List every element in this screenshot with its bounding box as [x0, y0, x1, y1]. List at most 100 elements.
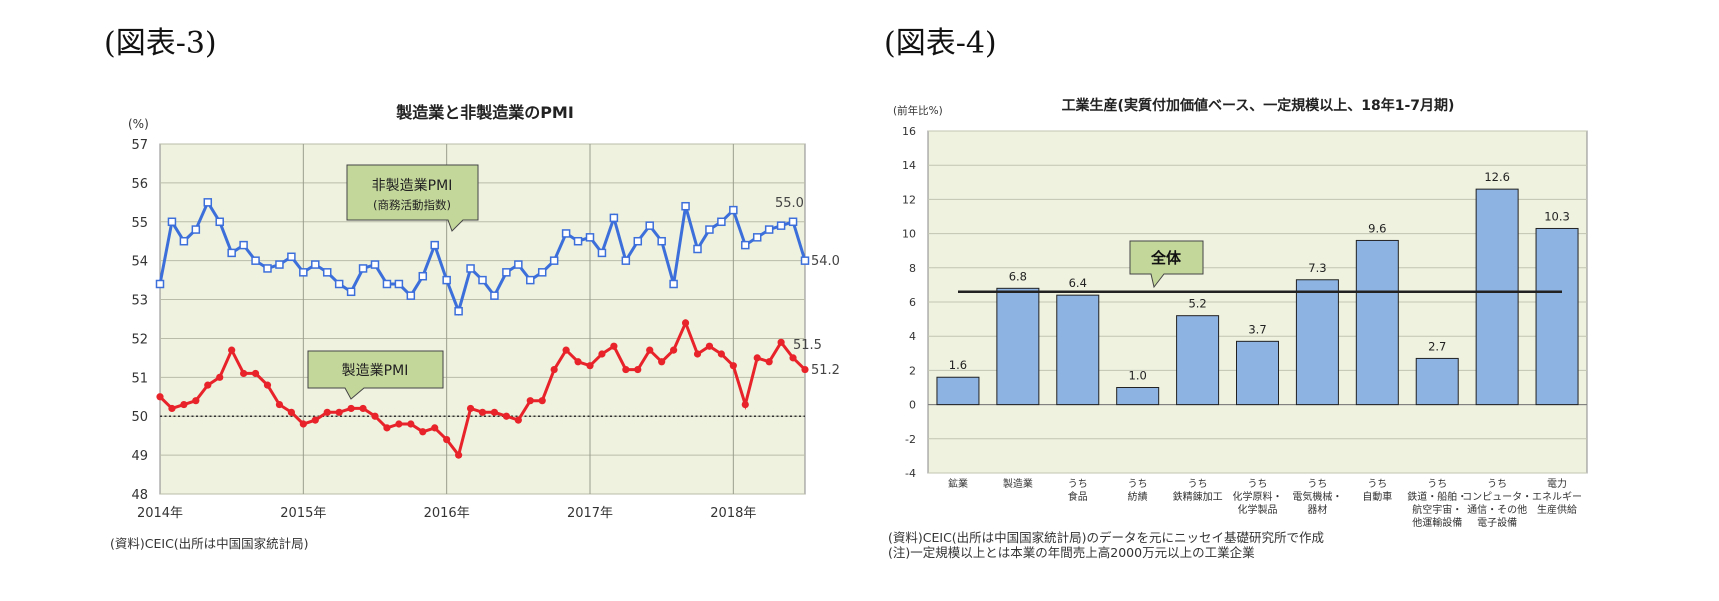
bar-value-label: 1.0: [1129, 369, 1147, 383]
data-point: [407, 420, 415, 428]
data-point: [203, 198, 213, 207]
data-point: [287, 408, 295, 416]
data-point: [550, 365, 558, 374]
data-point: [634, 365, 642, 374]
bar-value-label: 10.3: [1544, 209, 1570, 223]
data-point: [717, 350, 725, 358]
y-tick-label: 51: [131, 371, 148, 386]
data-point: [526, 397, 534, 405]
category-label: エネルギー: [1532, 491, 1582, 503]
data-point: [681, 319, 690, 327]
data-point: [586, 362, 594, 370]
y-tick-label: 55: [131, 216, 148, 231]
data-point: [776, 221, 786, 230]
data-point: [478, 408, 487, 416]
data-point: [418, 271, 428, 281]
category-label: うち: [1367, 478, 1387, 490]
category-label: 化学製品: [1238, 503, 1278, 516]
data-point: [478, 275, 487, 285]
figure-4-source-note: (資料)CEIC(出所は中国国家統計局)のデータを元にニッセイ基礎研究所で作成: [888, 530, 1325, 545]
plot-area: [159, 143, 806, 495]
chart-title: 工業生産(実質付加価値ベース、一定規模以上、18年1-7月期): [1062, 97, 1455, 114]
data-point: [180, 400, 188, 409]
data-point: [346, 287, 356, 297]
data-point: [227, 248, 236, 258]
data-point: [752, 233, 762, 242]
data-point: [562, 346, 570, 354]
y-tick-label: 12: [902, 193, 916, 206]
data-point: [204, 381, 212, 389]
data-point: [263, 381, 272, 389]
figure-3-source-note: (資料)CEIC(出所は中国国家統計局): [110, 536, 309, 551]
data-point: [395, 420, 403, 428]
y-tick-label: 54: [131, 255, 148, 270]
data-point: [549, 256, 559, 265]
category-label: うち: [1128, 478, 1148, 490]
x-tick-label: 2018年: [710, 506, 756, 521]
data-point: [454, 306, 463, 316]
bar: [1116, 387, 1160, 406]
category-label: うち: [1487, 478, 1507, 490]
category-label: うち: [1307, 478, 1327, 490]
data-point: [215, 217, 224, 227]
data-point: [275, 260, 284, 269]
figure-3-label: (図表-3): [104, 26, 217, 61]
data-point: [598, 350, 606, 358]
data-point: [514, 260, 523, 269]
data-point: [347, 404, 355, 413]
data-point: [490, 291, 499, 300]
data-point: [633, 236, 643, 246]
y-tick-label: 56: [131, 177, 148, 192]
y-tick-label: 52: [131, 332, 148, 347]
data-point: [466, 404, 475, 413]
data-point: [251, 369, 260, 378]
bar: [1535, 227, 1579, 406]
category-label: 電気機械・: [1292, 490, 1342, 503]
data-point: [788, 217, 798, 227]
data-point: [574, 358, 582, 366]
data-point: [645, 221, 654, 230]
x-tick-label: 2014年: [137, 506, 183, 521]
data-point: [693, 244, 702, 254]
data-point: [585, 233, 595, 242]
bar: [1236, 340, 1279, 406]
data-point: [717, 217, 726, 227]
data-point: [490, 408, 499, 416]
bar: [1176, 315, 1220, 406]
data-point: [383, 424, 391, 432]
category-label: うち: [1188, 478, 1208, 490]
callout-overall: [1129, 240, 1204, 289]
data-point: [334, 279, 344, 289]
callout-mfg-title: 製造業PMI: [342, 363, 409, 379]
data-point: [168, 404, 176, 413]
y-tick-label: 6: [909, 296, 916, 309]
data-point: [538, 397, 546, 405]
y-unit-label: (%): [128, 117, 149, 131]
category-label: 製造業: [1003, 477, 1033, 490]
bar-value-label: 6.8: [1009, 269, 1027, 283]
callout-nonmfg: [346, 164, 479, 232]
data-point: [693, 350, 702, 358]
end-label-nonmfg-last: 54.0: [811, 254, 840, 269]
data-point: [657, 236, 666, 246]
category-label: 鉄精錬加工: [1173, 490, 1223, 503]
category-label: 通信・その他: [1467, 503, 1527, 516]
bar: [1415, 357, 1459, 406]
data-point: [443, 435, 451, 444]
y-tick-label: 14: [902, 159, 916, 172]
data-point: [753, 354, 761, 362]
category-label: 電子設備: [1477, 516, 1517, 529]
data-point: [240, 369, 248, 378]
data-point: [263, 264, 272, 273]
data-point: [681, 201, 690, 211]
data-point: [466, 264, 475, 273]
category-label: うち: [1068, 478, 1088, 490]
data-point: [287, 252, 296, 262]
data-point: [502, 268, 511, 277]
data-point: [765, 358, 773, 366]
data-point: [741, 240, 750, 250]
data-point: [789, 354, 797, 362]
category-label: うち: [1248, 478, 1268, 490]
data-point: [179, 236, 189, 246]
